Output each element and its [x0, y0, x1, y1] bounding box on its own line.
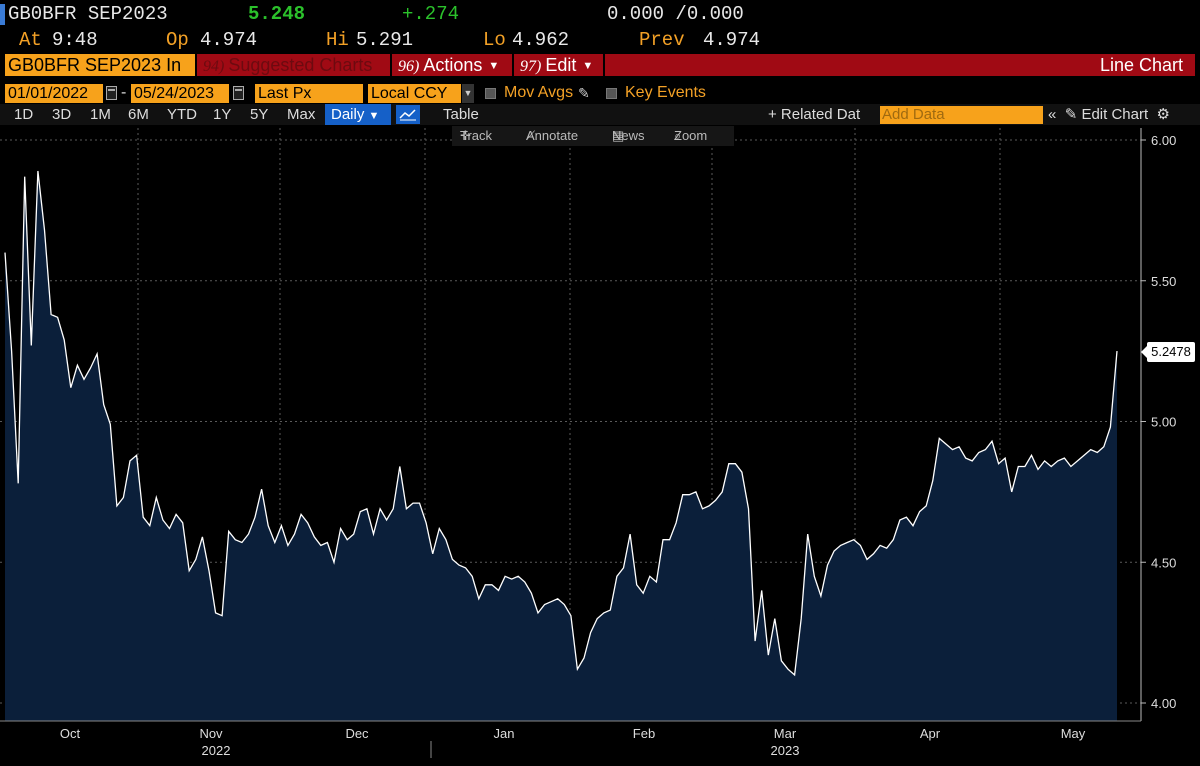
- range-ytd-button[interactable]: YTD: [167, 106, 197, 123]
- start-date-field[interactable]: 01/01/2022: [5, 84, 103, 103]
- price-chart[interactable]: 4.00 4.50 5.00 5.50 6.00 Oct Nov Dec Jan Feb Mar A…: [0, 128, 1200, 766]
- range-toolbar: 1D 3D 1M 6M YTD 1Y 5Y Max Daily ▼ Table …: [0, 104, 1200, 125]
- period-select[interactable]: Daily ▼: [325, 104, 391, 125]
- x-tick-label: Mar: [774, 726, 797, 741]
- last-price: 5.248: [248, 3, 306, 25]
- range-6m-button[interactable]: 6M: [128, 106, 149, 123]
- collapse-icon[interactable]: «: [1048, 106, 1057, 123]
- chart-tools: ✛ Track ⟋ Annotate ▤ News ⌕ Zoom: [452, 126, 734, 146]
- suggested-charts-number: 94): [203, 58, 225, 75]
- x-tick-label: May: [1061, 726, 1086, 741]
- calendar-icon[interactable]: [233, 86, 244, 100]
- window-title: Line Chart: [1099, 55, 1183, 75]
- price-line: [4, 170, 1118, 677]
- field-select[interactable]: Last Px: [255, 84, 363, 103]
- range-3d-button[interactable]: 3D: [52, 106, 72, 123]
- annotate-label: Annotate: [526, 128, 579, 143]
- chevron-down-icon[interactable]: ▼: [462, 84, 474, 103]
- track-label: Track: [460, 128, 493, 143]
- mov-avgs-label: Mov Avgs: [504, 84, 574, 101]
- high-label: Hi: [326, 29, 349, 51]
- quote-header: GB0BFR SEP2023 5.248 +.274 0.000 /0.000: [0, 0, 1200, 28]
- pencil-icon[interactable]: ✎: [578, 85, 590, 101]
- mov-avgs-checkbox[interactable]: [485, 88, 496, 99]
- high-value: 5.291: [356, 29, 414, 51]
- edit-label: Edit: [545, 55, 577, 75]
- prev-label: Prev: [639, 29, 685, 51]
- at-label: At: [19, 29, 42, 51]
- caret-down-icon: ▼: [582, 60, 594, 73]
- crosshair-icon: ✛: [460, 128, 471, 143]
- actions-label: Actions: [423, 55, 483, 75]
- table-button[interactable]: Table: [443, 106, 479, 123]
- edit-menu[interactable]: 97) Edit ▼: [514, 54, 603, 76]
- y-tick-label: 6.00: [1151, 133, 1176, 148]
- range-1d-button[interactable]: 1D: [14, 106, 34, 123]
- actions-menu[interactable]: 96) Actions ▼: [392, 54, 512, 76]
- pen-icon: ⟋: [526, 128, 536, 143]
- ticker-label: GB0BFR SEP2023: [8, 3, 168, 25]
- quote-stats: At 9:48 Op 4.974 Hi 5.291 Lo 4.962 Prev …: [0, 28, 1200, 52]
- title-bar: Line Chart: [605, 54, 1195, 76]
- actions-number: 96): [398, 58, 420, 75]
- key-events-label: Key Events: [625, 84, 706, 101]
- prev-value: 4.974: [703, 29, 761, 51]
- edit-chart-label: Edit Chart: [1081, 106, 1149, 123]
- pencil-icon: ✎: [1064, 106, 1078, 123]
- edit-chart-button[interactable]: « ✎ Edit Chart ⚙: [1048, 104, 1170, 125]
- news-label: News: [612, 128, 645, 143]
- x-tick-label: Feb: [633, 726, 655, 741]
- x-tick-label: Oct: [60, 726, 81, 741]
- x-tick-label: Dec: [345, 726, 369, 741]
- last-value-label: 5.2478: [1141, 342, 1195, 362]
- range-1m-button[interactable]: 1M: [90, 106, 111, 123]
- zoom-label: Zoom: [674, 128, 708, 143]
- x-year-label: 2022: [202, 743, 231, 758]
- menu-bar: GB0BFR SEP2023 In 94) Suggested Charts 96…: [0, 52, 1200, 77]
- line-chart-icon[interactable]: [396, 105, 420, 124]
- date-separator: -: [121, 84, 127, 101]
- currency-select[interactable]: Local CCY: [368, 84, 461, 103]
- y-axis: 4.00 4.50 5.00 5.50 6.00: [1140, 128, 1176, 721]
- period-label: Daily: [331, 106, 365, 123]
- caret-down-icon: ▼: [488, 60, 500, 73]
- chart-settings: 01/01/2022 - 05/24/2023 Last Px Local CC…: [0, 82, 1200, 104]
- edit-number: 97): [520, 58, 542, 75]
- y-tick-label: 4.00: [1151, 696, 1176, 711]
- low-value: 4.962: [512, 29, 570, 51]
- suggested-charts-menu[interactable]: 94) Suggested Charts: [197, 54, 390, 76]
- x-tick-label: Jan: [494, 726, 515, 741]
- range-1y-button[interactable]: 1Y: [213, 106, 232, 123]
- range-5y-button[interactable]: 5Y: [250, 106, 269, 123]
- suggested-charts-label: Suggested Charts: [228, 55, 373, 75]
- x-axis: Oct Nov Dec Jan Feb Mar Apr May 2022 2023: [0, 720, 1141, 758]
- magnifier-icon: ⌕: [674, 128, 682, 143]
- y-tick-label: 5.00: [1151, 415, 1176, 430]
- add-data-input[interactable]: Add Data: [880, 106, 1043, 124]
- security-field[interactable]: GB0BFR SEP2023 In: [5, 54, 195, 76]
- news-icon: ▤: [612, 128, 625, 143]
- security-tab-marker[interactable]: [0, 4, 5, 25]
- open-label: Op: [166, 29, 189, 51]
- area-fill: [5, 171, 1117, 721]
- y-tick-label: 5.50: [1151, 274, 1176, 289]
- x-tick-label: Apr: [920, 726, 941, 741]
- key-events-checkbox[interactable]: [606, 88, 617, 99]
- x-year-label: 2023: [771, 743, 800, 758]
- caret-down-icon: ▼: [368, 110, 380, 122]
- net-change: +.274: [402, 3, 460, 25]
- y-tick-label: 4.50: [1151, 555, 1176, 570]
- end-date-field[interactable]: 05/24/2023: [131, 84, 229, 103]
- range-max-button[interactable]: Max: [287, 106, 316, 123]
- gear-icon[interactable]: ⚙: [1156, 106, 1170, 123]
- related-data-button[interactable]: + Related Dat: [768, 106, 861, 123]
- open-value: 4.974: [200, 29, 258, 51]
- calendar-icon[interactable]: [106, 86, 117, 100]
- x-tick-label: Nov: [199, 726, 223, 741]
- bid-ask: 0.000 /0.000: [607, 3, 744, 25]
- low-label: Lo: [483, 29, 506, 51]
- time-value: 9:48: [52, 29, 98, 51]
